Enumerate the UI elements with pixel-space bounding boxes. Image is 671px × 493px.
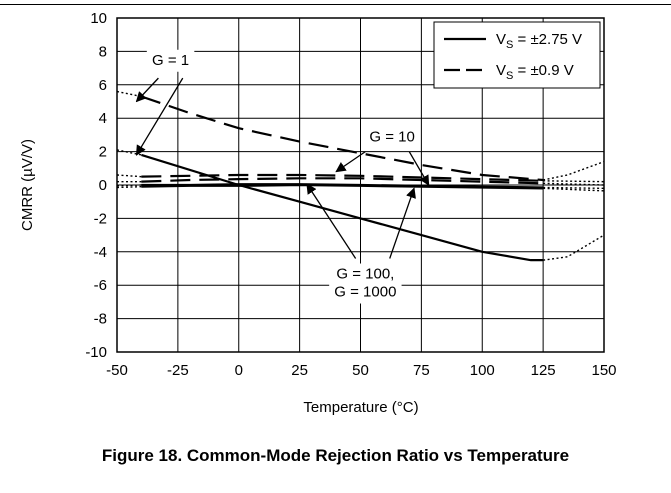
y-tick-label: 8 xyxy=(99,43,107,60)
x-tick-label: -25 xyxy=(167,362,189,379)
annotation-label: G = 10 xyxy=(369,129,414,146)
series-line xyxy=(141,177,544,185)
series-line xyxy=(140,95,544,182)
series-extrapolation xyxy=(116,185,142,189)
y-axis-label: CMRR (µV/V) xyxy=(19,139,36,231)
series-line xyxy=(141,153,544,262)
annotation-arrow xyxy=(389,187,416,259)
annotation-label: G = 1000 xyxy=(334,284,396,301)
y-tick-label: -4 xyxy=(94,244,107,261)
annotation-arrow xyxy=(135,77,184,156)
legend-box xyxy=(433,21,601,89)
figure-caption: Figure 18. Common-Mode Rejection Ratio v… xyxy=(101,446,570,465)
y-tick-label: -6 xyxy=(94,277,107,294)
series-extrapolation xyxy=(543,180,605,183)
x-tick-label: 150 xyxy=(591,362,616,379)
series-extrapolation xyxy=(116,90,142,98)
y-tick-label: 10 xyxy=(90,10,107,27)
x-tick-label: 0 xyxy=(235,362,243,379)
x-tick-label: 125 xyxy=(531,362,556,379)
annotation-background xyxy=(364,126,421,149)
annotation-layer: G = 1 G = 10 G = 100,G = 1000 xyxy=(135,49,430,304)
x-axis-label: Temperature (°C) xyxy=(303,399,418,416)
annotation-arrow xyxy=(306,183,357,259)
annotation-background xyxy=(146,49,195,72)
series-extrapolation xyxy=(543,186,605,190)
y-tick-label: 0 xyxy=(99,177,107,194)
series-extrapolation xyxy=(542,160,605,181)
annotation-arrow xyxy=(335,151,366,173)
series-extrapolation xyxy=(543,182,605,186)
plot-frame xyxy=(116,17,605,353)
y-tick-label: -8 xyxy=(94,311,107,328)
tick-labels: -50 -25 0 25 50 75 100 125 150 -10 -8 -6 -4 -2 0 2 4 6 8 10 xyxy=(85,10,616,379)
x-tick-label: 50 xyxy=(352,362,369,379)
annotation-arrow xyxy=(408,151,430,186)
y-tick-label: 2 xyxy=(99,144,107,161)
series-extrapolation xyxy=(543,187,605,192)
series-line xyxy=(141,173,544,182)
legend-label: VS = ±0.9 V xyxy=(496,62,574,82)
series-line xyxy=(141,183,544,190)
annotation-label: G = 100, xyxy=(336,266,394,283)
x-tick-label: -50 xyxy=(106,362,128,379)
top-rule xyxy=(0,4,671,5)
annotation-label: G = 1 xyxy=(152,52,189,69)
series-layer xyxy=(116,90,605,262)
cmrr-chart: G = 1 G = 10 G = 100,G = 1000 VS = ±2.75 V… xyxy=(19,10,617,416)
x-tick-label: 75 xyxy=(413,362,430,379)
y-tick-label: -10 xyxy=(85,344,107,361)
legend: VS = ±2.75 V VS = ±0.9 V xyxy=(433,21,601,89)
legend-label: VS = ±2.75 V xyxy=(496,31,582,51)
x-tick-label: 25 xyxy=(291,362,308,379)
annotation-background xyxy=(329,263,402,304)
series-extrapolation xyxy=(116,174,142,178)
x-tick-label: 100 xyxy=(470,362,495,379)
annotation-arrow xyxy=(135,77,159,103)
y-tick-label: -2 xyxy=(94,210,107,227)
y-tick-label: 4 xyxy=(99,110,107,127)
series-extrapolation xyxy=(543,234,605,261)
y-tick-label: 6 xyxy=(99,77,107,94)
